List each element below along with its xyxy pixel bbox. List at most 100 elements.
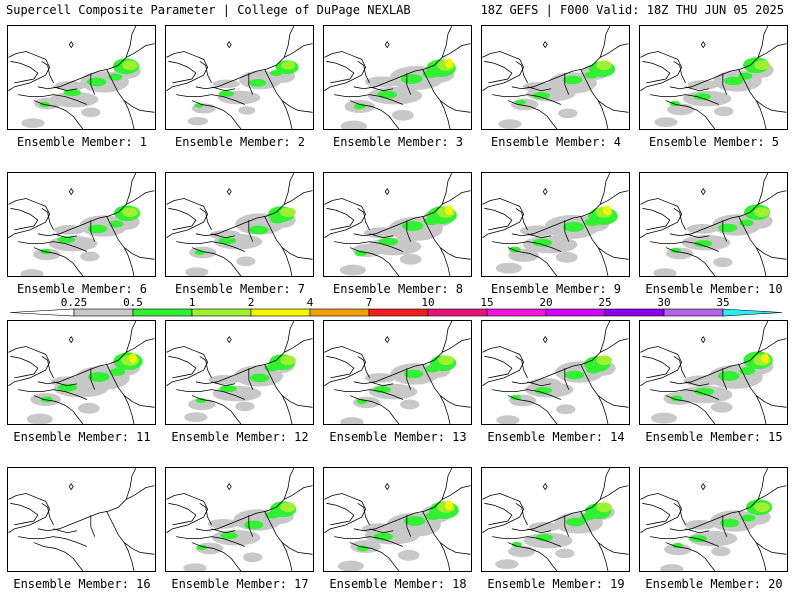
scp-contour-green xyxy=(87,77,107,87)
scp-contour-lime xyxy=(280,355,296,366)
scp-contour-green xyxy=(109,368,126,376)
ensemble-member-label: Ensemble Member: 16 xyxy=(13,577,151,591)
map-boundary-line xyxy=(123,247,135,276)
scp-contour-green xyxy=(693,93,711,101)
map-boundary-line xyxy=(650,241,720,252)
scp-contour-green xyxy=(717,371,740,381)
map-boundary-line xyxy=(353,321,453,385)
map-boundary-line xyxy=(642,60,671,84)
diamond-marker-icon xyxy=(542,482,548,491)
map-boundary-line xyxy=(53,528,78,534)
scp-contour-green xyxy=(423,217,440,225)
scp-contour-light xyxy=(654,117,678,127)
colorbar-swatch xyxy=(250,308,311,317)
scp-contour-light xyxy=(54,80,86,91)
map-boundary-line xyxy=(492,241,562,252)
diamond-marker-icon xyxy=(542,335,548,344)
map-boundary-line xyxy=(353,26,453,90)
scp-contour-light xyxy=(188,398,216,411)
colorbar-tick-label: 35 xyxy=(716,296,729,309)
scp-field-map xyxy=(482,468,629,571)
ensemble-member-map-9 xyxy=(481,172,630,277)
map-boundary-line xyxy=(441,43,471,58)
scp-contour-light xyxy=(364,373,396,383)
scp-field-map xyxy=(482,321,629,424)
scp-field-map xyxy=(640,26,787,129)
diamond-marker-icon xyxy=(226,187,232,196)
map-boundary-line xyxy=(406,220,412,242)
scp-contour-lime xyxy=(754,207,770,218)
scp-contour-green xyxy=(378,237,398,246)
map-boundary-line xyxy=(10,355,39,379)
map-boundary-line xyxy=(527,528,552,534)
scp-contour-light xyxy=(33,248,61,261)
scp-contour-green xyxy=(195,397,206,404)
colorbar-below-range xyxy=(9,308,75,317)
scp-contour-lime xyxy=(122,207,138,218)
colorbar-swatch xyxy=(722,308,783,317)
ensemble-member-map-18 xyxy=(323,467,472,572)
map-boundary-line xyxy=(597,100,609,129)
map-boundary-line xyxy=(166,198,209,239)
map-boundary-line xyxy=(18,94,88,105)
map-boundary-line xyxy=(738,215,787,260)
scp-contour-light xyxy=(364,76,400,88)
map-boundary-line xyxy=(369,86,394,92)
colorbar-swatch xyxy=(73,308,134,317)
map-boundary-line xyxy=(176,536,246,547)
scp-contour-lime xyxy=(754,502,770,513)
scp-contour-lime xyxy=(596,502,612,513)
scp-field-map xyxy=(324,173,471,276)
scp-contour-light xyxy=(20,269,44,276)
map-boundary-line xyxy=(441,190,471,205)
colorbar-swatch xyxy=(191,308,252,317)
map-boundary-line xyxy=(10,207,39,231)
map-boundary-line xyxy=(37,26,137,90)
map-boundary-line xyxy=(515,502,528,526)
map-boundary-line xyxy=(37,321,137,385)
map-boundary-line xyxy=(211,381,236,387)
scp-contour-green xyxy=(218,237,236,245)
map-boundary-line xyxy=(757,43,787,58)
map-boundary-line xyxy=(665,100,716,129)
map-boundary-line xyxy=(482,346,525,387)
diamond-marker-icon xyxy=(226,335,232,344)
map-boundary-line xyxy=(191,247,242,276)
ensemble-member-map-15 xyxy=(639,320,788,425)
map-boundary-line xyxy=(195,173,295,237)
map-boundary-line xyxy=(191,542,242,571)
scp-contour-green xyxy=(88,224,108,234)
map-boundary-line xyxy=(482,198,525,239)
scp-contour-light xyxy=(496,415,520,424)
map-boundary-line xyxy=(53,381,78,387)
map-boundary-line xyxy=(281,247,293,276)
map-boundary-line xyxy=(195,26,295,90)
scp-field-map xyxy=(166,26,313,129)
map-boundary-line xyxy=(757,338,787,353)
map-boundary-line xyxy=(211,86,236,92)
diamond-marker-icon xyxy=(68,482,74,491)
map-boundary-line xyxy=(511,173,611,237)
ensemble-member-map-8 xyxy=(323,172,472,277)
map-boundary-line xyxy=(33,100,84,129)
map-boundary-line xyxy=(492,94,562,105)
map-boundary-line xyxy=(650,536,720,547)
scp-contour-lime xyxy=(438,355,454,366)
map-boundary-line xyxy=(106,510,155,555)
scp-field-map xyxy=(8,468,155,571)
scp-contour-light xyxy=(660,564,684,571)
map-boundary-line xyxy=(199,355,212,379)
map-boundary-line xyxy=(673,207,686,231)
map-boundary-line xyxy=(642,502,671,526)
diamond-marker-icon xyxy=(68,335,74,344)
map-boundary-line xyxy=(326,60,355,84)
map-boundary-line xyxy=(685,381,710,387)
map-boundary-line xyxy=(755,395,767,424)
ensemble-member-label: Ensemble Member: 8 xyxy=(332,282,464,296)
map-boundary-line xyxy=(106,68,155,113)
map-boundary-line xyxy=(248,515,254,537)
diamond-marker-icon xyxy=(384,40,390,49)
map-boundary-line xyxy=(685,528,710,534)
map-boundary-line xyxy=(441,485,471,500)
ensemble-member-map-10 xyxy=(639,172,788,277)
